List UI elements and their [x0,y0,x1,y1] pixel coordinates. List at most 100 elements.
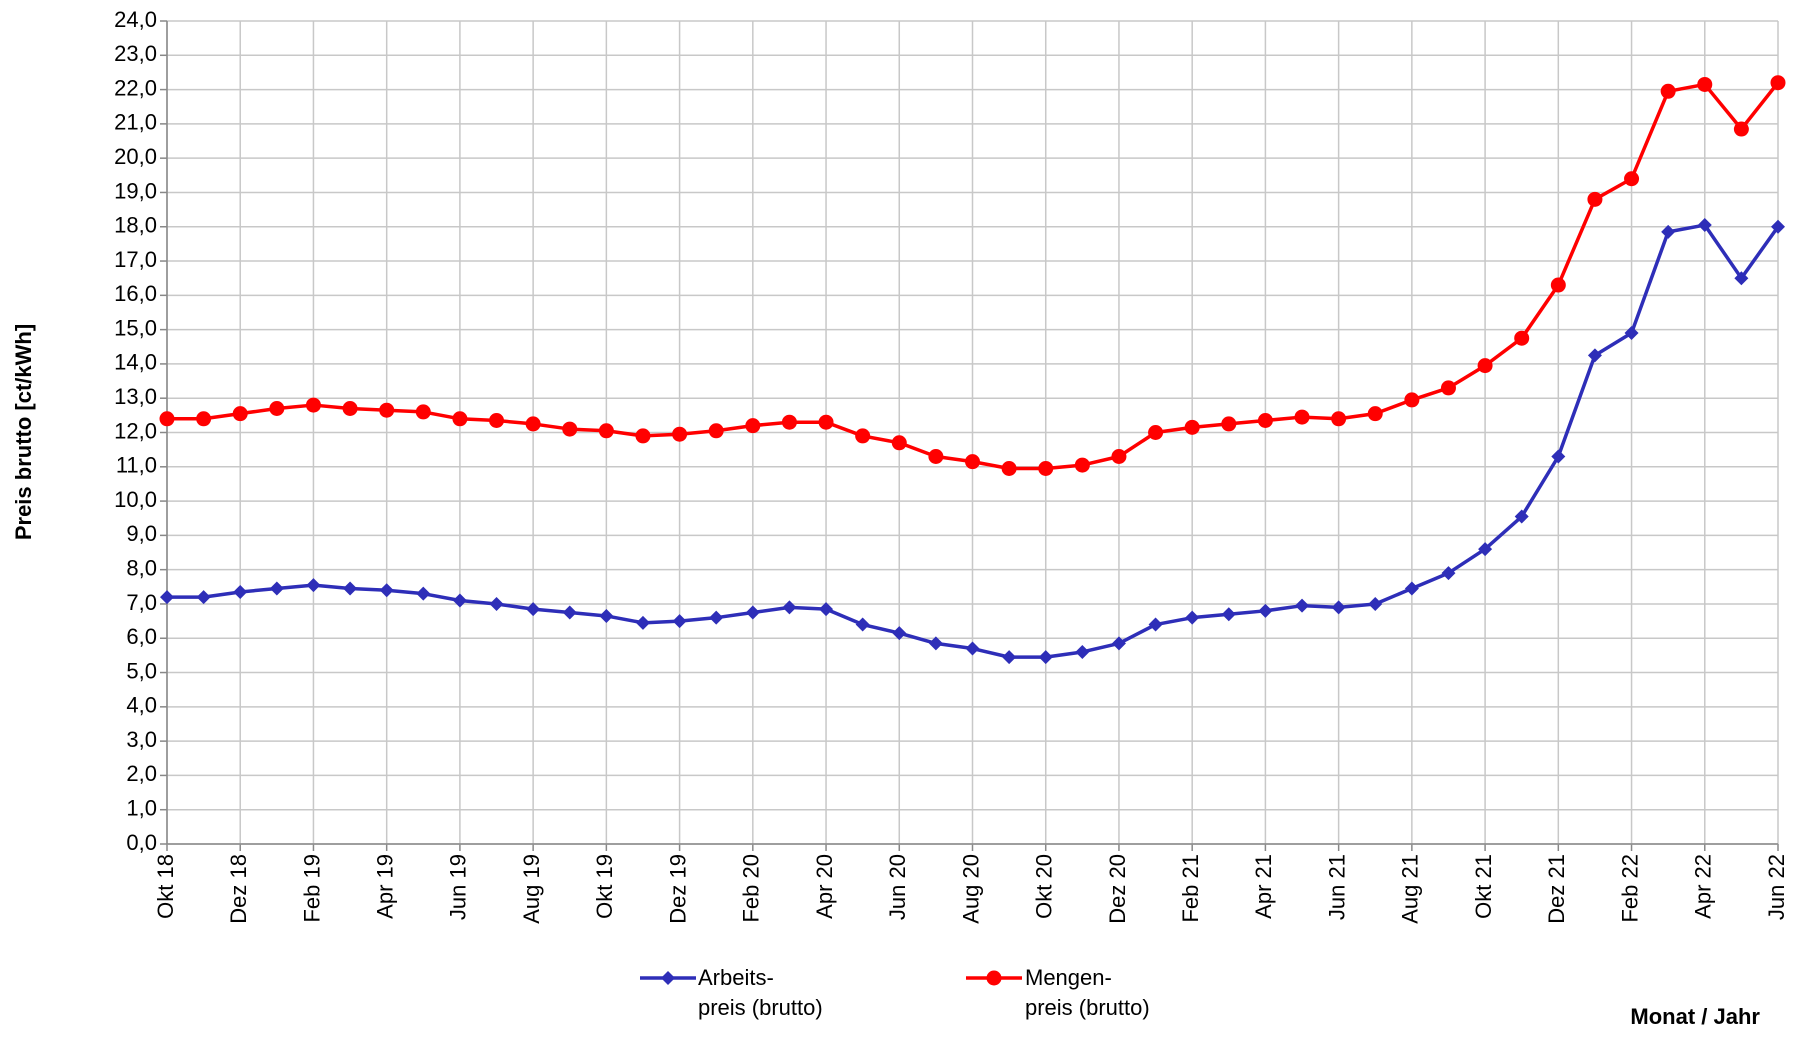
point [928,449,944,465]
point [1660,83,1676,99]
point [965,641,980,656]
y-tick-label: 3,0 [126,727,157,752]
y-tick-label: 10,0 [114,487,157,512]
point [1551,449,1566,464]
y-tick-label: 18,0 [114,213,157,238]
point [1111,636,1126,651]
x-tick-label: Okt 18 [153,854,178,919]
y-tick-label: 20,0 [114,144,157,169]
point [452,593,467,608]
point [379,402,395,418]
point [196,590,211,605]
point [1770,75,1786,91]
point [1185,610,1200,625]
y-tick-label: 24,0 [114,7,157,32]
point [1404,392,1420,408]
point [672,426,688,442]
point [661,971,675,985]
point [855,428,871,444]
y-tick-label: 11,0 [116,453,157,478]
point [1514,330,1530,346]
x-tick-label: Aug 20 [958,854,983,924]
point [489,596,504,611]
x-tick-label: Feb 22 [1617,854,1642,923]
point [1368,596,1383,611]
point [1697,218,1712,233]
y-tick-label: 2,0 [126,761,157,786]
point [855,617,870,632]
point [1440,380,1456,396]
x-tick-label: Dez 18 [226,854,251,924]
point [1477,358,1493,374]
point [1038,650,1053,665]
y-tick-label: 19,0 [114,178,157,203]
x-tick-label: Jun 21 [1324,854,1349,920]
point [635,615,650,630]
point [708,423,724,439]
point [1404,581,1419,596]
y-tick-label: 15,0 [114,315,157,340]
point [1221,416,1237,432]
point [1074,457,1090,473]
point [1257,412,1273,428]
y-tick-label: 8,0 [126,555,157,580]
point [562,421,578,437]
point [1111,449,1127,465]
point [343,581,358,596]
x-tick-label: Dez 21 [1544,854,1569,924]
y-tick-label: 12,0 [114,418,157,443]
x-tick-label: Okt 20 [1032,854,1057,919]
point [1075,644,1090,659]
x-tick-label: Dez 20 [1105,854,1130,924]
point [598,423,614,439]
y-tick-label: 16,0 [114,281,157,306]
point [196,411,212,427]
point [416,586,431,601]
point [232,406,248,422]
point [160,590,174,605]
x-tick-label: Jun 22 [1764,854,1789,920]
point [1002,650,1017,665]
x-tick-label: Aug 21 [1398,854,1423,924]
point [1734,271,1749,286]
point [1148,425,1164,440]
y-tick-label: 4,0 [126,693,157,718]
point [233,584,248,599]
point [892,626,907,641]
point [1295,598,1310,613]
point [819,602,834,617]
y-tick-label: 14,0 [114,350,157,375]
y-tick-label: 5,0 [126,658,157,683]
x-tick-label: Apr 19 [372,854,397,919]
point [818,414,834,430]
y-tick-label: 21,0 [114,110,157,135]
x-tick-label: Feb 20 [739,854,764,923]
x-tick-label: Okt 19 [592,854,617,919]
legend-label: Mengen- preis (brutto) [1025,965,1150,1020]
point [269,400,285,416]
x-tick-label: Dez 19 [665,854,690,924]
point [1771,219,1785,234]
x-tick-label: Feb 19 [299,854,324,923]
point [781,414,797,430]
point [745,418,761,434]
point [1367,406,1383,422]
point [1441,566,1456,581]
point [1258,603,1273,618]
point [782,600,797,615]
point [709,610,724,625]
x-tick-label: Okt 21 [1471,854,1496,919]
y-tick-label: 17,0 [114,247,157,272]
point [965,454,980,470]
point [1148,617,1163,632]
x-tick-label: Jun 19 [446,854,471,920]
x-tick-label: Apr 22 [1691,854,1716,919]
point [1587,191,1603,207]
point [562,605,577,620]
point [1478,542,1493,557]
point [672,614,687,629]
point [1331,600,1346,615]
y-tick-label: 0,0 [126,830,157,855]
point [415,404,431,420]
